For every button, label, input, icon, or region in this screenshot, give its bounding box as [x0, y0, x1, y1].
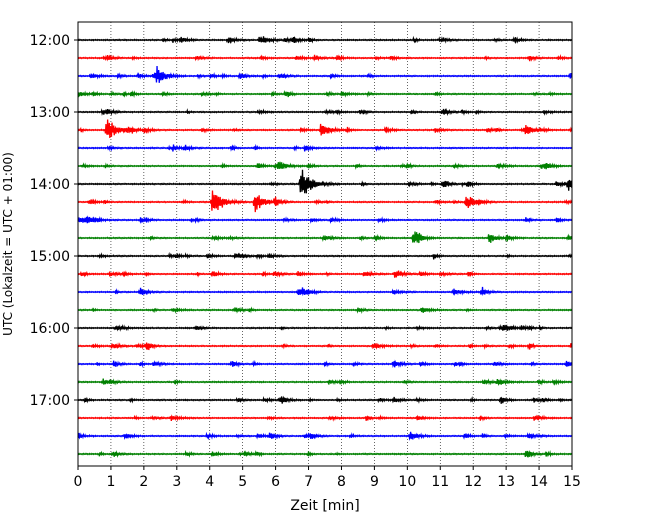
x-axis-ticks: 0 1 2 3 4 5 6 7 8 9 10 11 12 13 14 15	[74, 466, 581, 490]
trace-line-0	[77, 35, 573, 44]
y-tick-label: 15:00	[30, 249, 70, 265]
trace-line-20	[77, 395, 573, 404]
trace-line-19	[77, 378, 573, 387]
trace-line-6	[77, 143, 573, 152]
x-tick-label: 3	[172, 474, 181, 490]
trace-line-10	[77, 215, 573, 224]
grid-lines	[110, 22, 540, 466]
x-tick-label: 14	[530, 474, 548, 490]
trace-line-9	[77, 190, 573, 213]
trace-line-22	[77, 431, 573, 441]
trace-line-11	[77, 231, 573, 244]
x-tick-label: 4	[205, 474, 214, 490]
x-tick-label: 5	[238, 474, 247, 490]
x-axis-label: Zeit [min]	[290, 498, 359, 514]
trace-line-2	[77, 65, 573, 83]
seismogram-traces	[77, 35, 573, 458]
trace-line-18	[77, 359, 573, 368]
x-tick-label: 11	[431, 474, 449, 490]
trace-line-5	[77, 119, 573, 139]
x-tick-label: 15	[563, 474, 581, 490]
trace-line-16	[77, 323, 573, 332]
x-tick-label: 12	[464, 474, 482, 490]
trace-line-23	[77, 449, 573, 458]
x-tick-label: 7	[304, 474, 313, 490]
y-tick-label: 12:00	[30, 33, 70, 49]
trace-line-3	[77, 90, 573, 98]
trace-line-7	[77, 161, 573, 170]
y-tick-label: 13:00	[30, 105, 70, 121]
y-tick-label: 17:00	[30, 393, 70, 409]
trace-line-14	[77, 286, 573, 297]
x-tick-label: 6	[271, 474, 280, 490]
trace-line-13	[77, 270, 573, 278]
x-tick-label: 10	[398, 474, 416, 490]
x-tick-label: 13	[497, 474, 515, 490]
plot-frame	[77, 21, 573, 467]
x-tick-label: 8	[337, 474, 346, 490]
trace-line-12	[77, 251, 573, 260]
trace-line-17	[77, 342, 573, 351]
x-tick-label: 9	[370, 474, 379, 490]
trace-line-1	[77, 53, 573, 62]
y-axis-label: UTC (Lokalzeit = UTC + 01:00)	[1, 152, 15, 336]
x-tick-label: 0	[74, 474, 83, 490]
x-tick-label: 2	[139, 474, 148, 490]
trace-line-21	[77, 414, 573, 422]
y-tick-label: 16:00	[30, 321, 70, 337]
y-axis-ticks: 12:00 13:00 14:00 15:00 16:00 17:00	[30, 33, 78, 409]
trace-line-15	[77, 306, 573, 314]
trace-line-4	[77, 107, 573, 117]
trace-line-8	[77, 169, 573, 194]
y-tick-label: 14:00	[30, 177, 70, 193]
x-tick-label: 1	[106, 474, 115, 490]
